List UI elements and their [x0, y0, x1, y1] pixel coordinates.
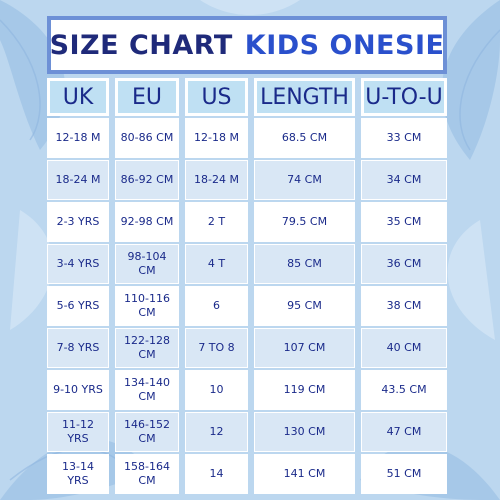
- column-header-u-to-u: U-TO-U: [361, 78, 447, 116]
- table-cell-us: 12: [185, 412, 248, 452]
- column-header-length: LENGTH: [254, 78, 355, 116]
- table-cell-uk: 11-12 YRS: [47, 412, 109, 452]
- table-cell-u-to-u: 51 CM: [361, 454, 447, 494]
- table-cell-eu: 122-128 CM: [115, 328, 179, 368]
- table-cell-u-to-u: 38 CM: [361, 286, 447, 326]
- table-cell-u-to-u: 36 CM: [361, 244, 447, 284]
- table-cell-eu: 134-140 CM: [115, 370, 179, 410]
- title-banner: SIZE CHART KIDS ONESIE: [47, 16, 447, 74]
- table-cell-us: 10: [185, 370, 248, 410]
- table-cell-length: 85 CM: [254, 244, 355, 284]
- table-cell-u-to-u: 47 CM: [361, 412, 447, 452]
- table-cell-u-to-u: 35 CM: [361, 202, 447, 242]
- table-cell-uk: 18-24 M: [47, 160, 109, 200]
- table-cell-length: 130 CM: [254, 412, 355, 452]
- table-cell-us: 12-18 M: [185, 118, 248, 158]
- table-cell-eu: 110-116 CM: [115, 286, 179, 326]
- table-cell-uk: 13-14 YRS: [47, 454, 109, 494]
- table-cell-uk: 2-3 YRS: [47, 202, 109, 242]
- size-chart: SIZE CHART KIDS ONESIE UK EU US LENGTH U…: [47, 16, 447, 494]
- table-cell-us: 4 T: [185, 244, 248, 284]
- title-size-chart: SIZE CHART: [49, 29, 233, 61]
- table-cell-eu: 80-86 CM: [115, 118, 179, 158]
- title-product: KIDS ONESIE: [244, 29, 445, 61]
- table-cell-uk: 5-6 YRS: [47, 286, 109, 326]
- table-cell-us: 7 TO 8: [185, 328, 248, 368]
- table-cell-eu: 98-104 CM: [115, 244, 179, 284]
- table-cell-eu: 86-92 CM: [115, 160, 179, 200]
- table-cell-eu: 158-164 CM: [115, 454, 179, 494]
- table-cell-u-to-u: 33 CM: [361, 118, 447, 158]
- column-header-eu: EU: [115, 78, 179, 116]
- table-cell-length: 79.5 CM: [254, 202, 355, 242]
- table-cell-eu: 92-98 CM: [115, 202, 179, 242]
- table-cell-us: 14: [185, 454, 248, 494]
- table-cell-length: 107 CM: [254, 328, 355, 368]
- table-cell-uk: 12-18 M: [47, 118, 109, 158]
- column-header-us: US: [185, 78, 248, 116]
- table-cell-uk: 7-8 YRS: [47, 328, 109, 368]
- table-cell-length: 68.5 CM: [254, 118, 355, 158]
- table-cell-u-to-u: 34 CM: [361, 160, 447, 200]
- column-header-uk: UK: [47, 78, 109, 116]
- table-cell-u-to-u: 43.5 CM: [361, 370, 447, 410]
- table-cell-uk: 3-4 YRS: [47, 244, 109, 284]
- table-cell-us: 2 T: [185, 202, 248, 242]
- table-cell-length: 119 CM: [254, 370, 355, 410]
- size-table: UK EU US LENGTH U-TO-U 12-18 M 80-86 CM 12…: [47, 78, 447, 494]
- table-cell-us: 6: [185, 286, 248, 326]
- table-cell-length: 95 CM: [254, 286, 355, 326]
- table-cell-eu: 146-152 CM: [115, 412, 179, 452]
- table-cell-u-to-u: 40 CM: [361, 328, 447, 368]
- table-cell-length: 74 CM: [254, 160, 355, 200]
- table-cell-us: 18-24 M: [185, 160, 248, 200]
- table-cell-length: 141 CM: [254, 454, 355, 494]
- table-cell-uk: 9-10 YRS: [47, 370, 109, 410]
